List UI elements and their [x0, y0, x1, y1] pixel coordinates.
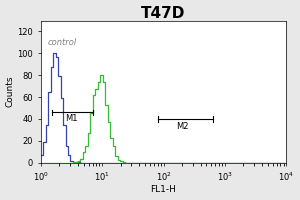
- Text: M1: M1: [65, 114, 78, 123]
- X-axis label: FL1-H: FL1-H: [151, 185, 176, 194]
- Text: M2: M2: [176, 122, 189, 131]
- Y-axis label: Counts: Counts: [6, 76, 15, 107]
- Text: control: control: [48, 38, 77, 47]
- Title: T47D: T47D: [141, 6, 186, 21]
